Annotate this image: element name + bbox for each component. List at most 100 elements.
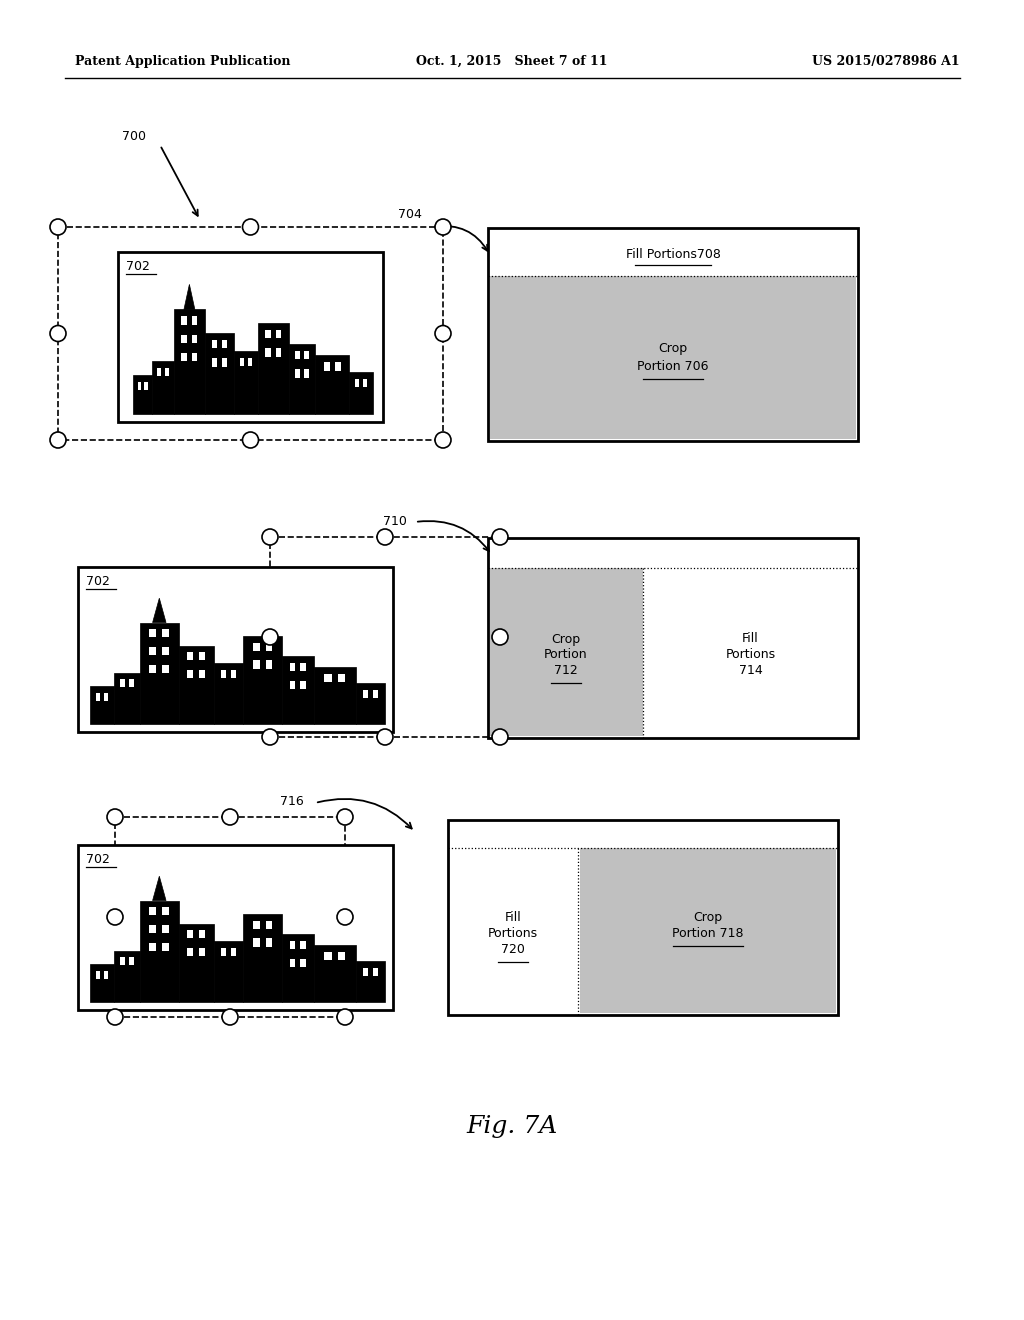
Bar — [349, 372, 373, 414]
Text: Fig. 7A: Fig. 7A — [466, 1115, 558, 1138]
Bar — [230, 948, 237, 956]
Bar — [214, 663, 244, 723]
Bar — [258, 323, 289, 414]
Circle shape — [243, 432, 258, 447]
Bar — [78, 845, 393, 1010]
Bar — [325, 673, 332, 682]
Text: Crop: Crop — [551, 632, 580, 645]
Circle shape — [435, 326, 451, 342]
Bar — [248, 358, 252, 367]
Bar — [162, 942, 169, 950]
Bar — [150, 665, 157, 673]
Circle shape — [337, 909, 353, 925]
Bar — [244, 913, 282, 1002]
Circle shape — [337, 809, 353, 825]
Bar — [449, 820, 838, 1015]
Circle shape — [106, 809, 123, 825]
Bar — [90, 686, 114, 723]
Bar — [304, 370, 309, 378]
Bar — [253, 643, 260, 651]
Bar — [162, 925, 169, 933]
Bar — [265, 348, 271, 356]
Bar — [221, 669, 226, 677]
Bar — [178, 924, 214, 1002]
Bar — [114, 673, 140, 723]
Bar — [373, 968, 378, 975]
Bar — [212, 358, 217, 367]
Bar — [103, 693, 108, 701]
Bar — [221, 339, 226, 348]
Circle shape — [262, 630, 278, 645]
Circle shape — [50, 326, 66, 342]
Bar — [275, 348, 282, 356]
Bar — [95, 693, 100, 701]
Bar — [265, 660, 272, 668]
Circle shape — [377, 729, 393, 744]
Text: Fill: Fill — [505, 911, 521, 924]
Bar — [324, 362, 330, 371]
Bar — [490, 276, 856, 440]
Bar — [58, 227, 443, 440]
Text: Portion 718: Portion 718 — [672, 927, 743, 940]
Bar — [300, 663, 306, 671]
Text: 710: 710 — [383, 515, 407, 528]
Bar — [181, 334, 187, 343]
Bar — [355, 684, 385, 723]
Bar — [150, 647, 157, 655]
Bar — [199, 931, 205, 939]
Bar — [488, 539, 858, 738]
Bar — [355, 961, 385, 1002]
Bar — [191, 352, 198, 362]
Bar — [290, 663, 296, 671]
Bar — [244, 636, 282, 723]
Bar — [187, 652, 194, 660]
Bar — [191, 334, 198, 343]
Text: 716: 716 — [280, 795, 304, 808]
Circle shape — [50, 432, 66, 447]
Bar — [153, 362, 174, 414]
Text: 702: 702 — [126, 260, 150, 273]
Bar — [181, 352, 187, 362]
Bar — [338, 673, 345, 682]
Bar — [144, 381, 147, 389]
Circle shape — [222, 809, 238, 825]
Bar — [199, 948, 205, 956]
Bar — [270, 537, 500, 737]
Bar — [304, 351, 309, 359]
Text: Crop: Crop — [693, 911, 723, 924]
Bar — [289, 345, 315, 414]
Text: Patent Application Publication: Patent Application Publication — [75, 55, 291, 69]
Circle shape — [492, 630, 508, 645]
Bar — [162, 647, 169, 655]
Bar — [150, 942, 157, 950]
Bar — [253, 939, 260, 946]
Bar — [120, 678, 125, 688]
Bar — [129, 957, 134, 965]
Bar — [488, 228, 858, 441]
Circle shape — [435, 432, 451, 447]
Bar — [290, 958, 296, 966]
Text: Fill Portions708: Fill Portions708 — [626, 248, 721, 260]
Bar — [214, 941, 244, 1002]
Bar — [300, 958, 306, 966]
Text: 700: 700 — [122, 129, 146, 143]
Bar — [199, 669, 205, 678]
Polygon shape — [153, 876, 166, 900]
Circle shape — [106, 1008, 123, 1026]
Bar — [296, 351, 300, 359]
Text: 712: 712 — [554, 664, 578, 677]
Bar — [187, 931, 194, 939]
Text: Portion 706: Portion 706 — [637, 360, 709, 374]
Bar — [300, 681, 306, 689]
Bar — [137, 381, 141, 389]
Text: 714: 714 — [738, 664, 763, 677]
Bar — [240, 358, 244, 367]
Bar — [233, 351, 258, 414]
Polygon shape — [153, 598, 166, 623]
Bar — [362, 968, 368, 975]
Bar — [187, 669, 194, 678]
Circle shape — [222, 1008, 238, 1026]
Bar — [120, 957, 125, 965]
Bar — [300, 941, 306, 949]
Bar — [114, 950, 140, 1002]
